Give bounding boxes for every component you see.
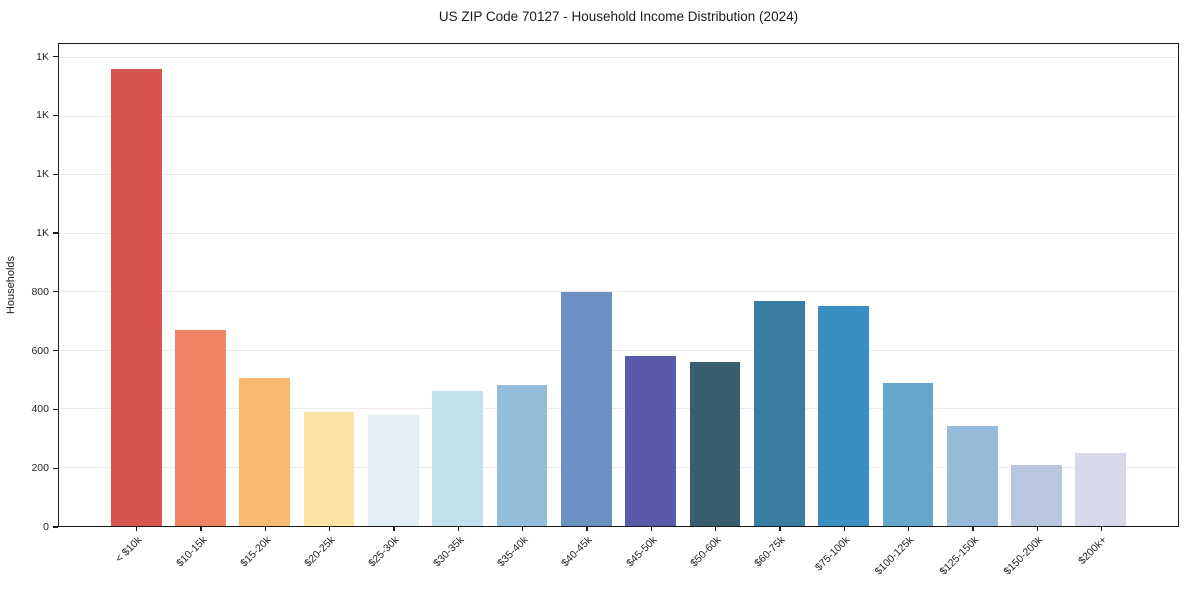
- x-tick-label: $30-35k: [430, 534, 467, 570]
- bar: [110, 69, 162, 526]
- x-tick-label: $60-75k: [752, 534, 788, 570]
- bar-slot: $200k+: [1069, 44, 1133, 567]
- y-tick-label: 1K: [36, 50, 49, 63]
- bar-slot: $25-30k: [361, 44, 425, 569]
- y-tick-mark: [53, 349, 58, 352]
- x-tick-label: $35-40k: [495, 534, 531, 570]
- x-tick-label: $15-20k: [237, 534, 274, 570]
- y-tick-mark: [53, 173, 58, 175]
- y-gridline: [59, 174, 1178, 176]
- y-axis: 0 200 400 600 800 1K 1K 1K 1K: [0, 43, 58, 533]
- x-tick-label: $75-100k: [812, 534, 853, 574]
- y-tick-mark: [53, 408, 58, 411]
- y-tick-label: 1K: [36, 109, 49, 122]
- bar-slot: < $10k: [104, 44, 168, 565]
- bar-slot: $20-25k: [297, 44, 361, 569]
- y-tick-mark: [53, 467, 58, 469]
- y-tick-label: 200: [31, 462, 49, 475]
- bar: [368, 414, 419, 526]
- bar-slot: $15-20k: [233, 44, 297, 569]
- bar: [753, 300, 805, 526]
- x-tick-label: $40-45k: [559, 534, 595, 570]
- y-gridline: [59, 232, 1178, 234]
- y-gridline: [59, 115, 1178, 117]
- bar: [432, 391, 484, 526]
- bar: [560, 291, 612, 526]
- x-tick-label: $125-150k: [937, 534, 981, 578]
- bar-slot: $100-125k: [873, 44, 940, 578]
- bar: [882, 382, 934, 526]
- x-tick-mark: [586, 526, 588, 531]
- bar: [496, 385, 548, 526]
- bar-slot: $45-50k: [619, 44, 683, 569]
- bar: [946, 426, 998, 526]
- y-gridline: [59, 56, 1178, 58]
- y-tick-mark: [53, 291, 58, 293]
- x-tick-mark: [843, 526, 845, 531]
- x-tick-mark: [1036, 526, 1038, 531]
- y-tick-mark: [53, 55, 58, 58]
- bar: [818, 306, 869, 526]
- bar-slot: $10-15k: [168, 44, 232, 569]
- y-tick-label: 400: [31, 403, 49, 416]
- x-tick-label: $150-200k: [1001, 534, 1046, 578]
- y-gridline: [59, 349, 1178, 351]
- x-tick-label: $25-30k: [366, 534, 402, 570]
- x-tick-label: $200k+: [1076, 534, 1110, 568]
- bar: [303, 411, 355, 526]
- bar-slot: $125-150k: [937, 44, 1004, 578]
- x-tick-mark: [200, 526, 202, 531]
- bar-slot: $40-45k: [554, 44, 618, 569]
- bar: [625, 356, 677, 526]
- x-tick-mark: [907, 526, 910, 531]
- x-tick-mark: [457, 526, 460, 531]
- bar-slot: $30-35k: [426, 44, 490, 569]
- bar-slot: $60-75k: [747, 44, 811, 569]
- y-tick-label: 800: [31, 285, 49, 298]
- bar-slot: $75-100k: [811, 44, 875, 573]
- y-gridline: [59, 408, 1178, 410]
- bars-layer: < $10k $10-15k $15-20k $20-25k $25-30k $30-35…: [59, 44, 1178, 578]
- y-tick-label: 600: [31, 344, 49, 357]
- y-tick-mark: [53, 114, 58, 116]
- x-tick-mark: [264, 526, 267, 531]
- bar: [1011, 464, 1062, 526]
- bar: [1075, 452, 1127, 526]
- x-tick-mark: [972, 526, 974, 531]
- y-tick-label: 1K: [36, 168, 49, 181]
- x-tick-label: $100-125k: [872, 534, 917, 578]
- bar: [689, 362, 741, 526]
- x-tick-mark: [650, 526, 652, 531]
- y-tick-label: 1K: [36, 226, 49, 239]
- x-tick-mark: [522, 526, 524, 531]
- y-gridline: [59, 466, 1178, 468]
- bar: [175, 329, 226, 526]
- x-tick-mark: [1100, 526, 1103, 531]
- x-tick-mark: [329, 526, 331, 531]
- bar: [239, 378, 291, 526]
- x-tick-label: $20-25k: [302, 534, 338, 570]
- y-tick-label: 0: [43, 521, 49, 533]
- bar-slot: $35-40k: [490, 44, 554, 569]
- x-tick-mark: [393, 526, 395, 531]
- y-tick-mark: [53, 526, 58, 528]
- y-tick-mark: [53, 232, 58, 234]
- x-tick-label: $45-50k: [623, 534, 660, 570]
- chart-title: US ZIP Code 70127 - Household Income Dis…: [438, 9, 799, 24]
- x-tick-mark: [779, 526, 781, 531]
- x-tick-label: < $10k: [113, 534, 145, 565]
- x-tick-mark: [714, 526, 717, 531]
- x-tick-label: $50-60k: [688, 534, 724, 570]
- x-tick-label: $10-15k: [173, 534, 209, 570]
- y-gridline: [59, 291, 1178, 293]
- bar-slot: $50-60k: [683, 44, 747, 569]
- x-tick-mark: [136, 526, 138, 531]
- plot-area: < $10k $10-15k $15-20k $20-25k $25-30k $30-35…: [58, 43, 1179, 578]
- bar-slot: $150-200k: [1001, 44, 1068, 578]
